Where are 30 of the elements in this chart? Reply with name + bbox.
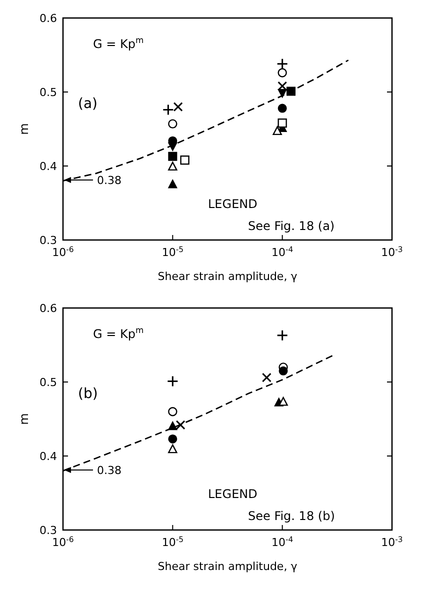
x-axis-title: Shear strain amplitude, γ xyxy=(158,270,298,283)
x-tick-label: 10$^{-6}$ xyxy=(52,244,74,259)
y-tick-label: 0.6 xyxy=(40,302,57,315)
y-tick-label: 0.4 xyxy=(40,160,57,173)
annotation: LEGEND xyxy=(208,487,258,501)
y-tick-label: 0.3 xyxy=(40,524,57,537)
annotation: See Fig. 18 (a) xyxy=(248,219,335,233)
x-tick-label: 10$^{-5}$ xyxy=(162,244,184,259)
annotation: G = Kp$^{m}$ xyxy=(93,35,144,51)
y-tick-label: 0.6 xyxy=(40,12,57,25)
x-tick-label: 10$^{-3}$ xyxy=(381,244,403,259)
x-tick-label: 10$^{-3}$ xyxy=(381,534,403,549)
x-axis-title: Shear strain amplitude, γ xyxy=(158,560,298,573)
y-tick-label: 0.3 xyxy=(40,234,57,247)
annotation: 0.38 xyxy=(97,174,122,188)
y-tick-label: 0.5 xyxy=(40,86,57,99)
y-tick-label: 0.4 xyxy=(40,450,57,463)
annotation: G = Kp$^{m}$ xyxy=(93,325,144,341)
x-tick-label: 10$^{-5}$ xyxy=(162,534,184,549)
x-tick-label: 10$^{-6}$ xyxy=(52,534,74,549)
y-axis-title: m xyxy=(17,413,31,425)
annotation: (b) xyxy=(78,386,98,402)
annotation: LEGEND xyxy=(208,197,258,211)
annotation: (a) xyxy=(78,96,98,112)
y-tick-label: 0.5 xyxy=(40,376,57,389)
x-tick-label: 10$^{-4}$ xyxy=(271,534,294,549)
annotation: See Fig. 18 (b) xyxy=(248,509,335,523)
x-tick-label: 10$^{-4}$ xyxy=(271,244,294,259)
annotation: 0.38 xyxy=(97,464,122,478)
y-axis-title: m xyxy=(17,123,31,135)
